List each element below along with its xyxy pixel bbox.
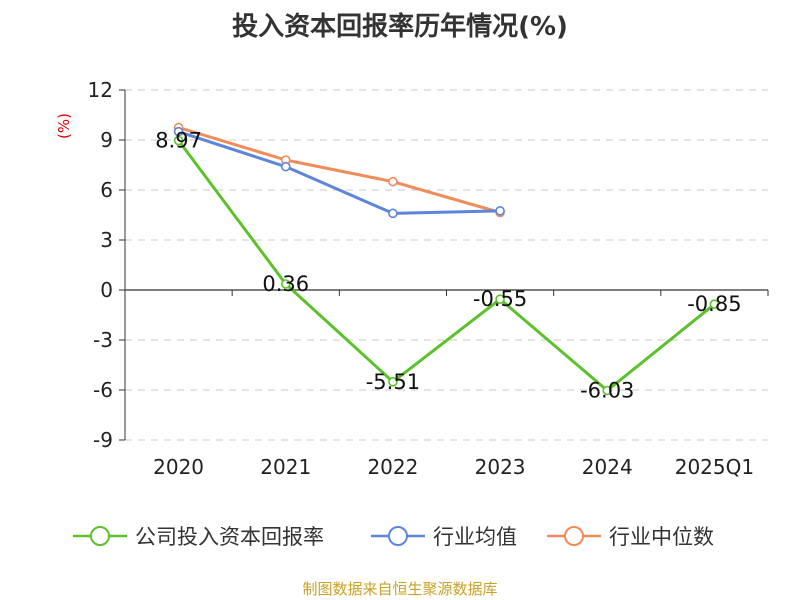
data-point: [709, 299, 720, 309]
y-tick-label: -9: [93, 428, 113, 452]
series-line: [178, 126, 501, 214]
y-axis-label: (%): [55, 113, 73, 139]
legend-label: 行业均值: [433, 525, 517, 549]
chart-title: 投入资本回报率历年情况(%): [232, 12, 568, 42]
series-lines: [173, 122, 720, 396]
series-line: [178, 130, 501, 215]
data-point: [388, 176, 398, 187]
y-tick-label: 9: [100, 128, 113, 152]
data-point: [388, 377, 398, 387]
data-point: [280, 161, 291, 172]
y-tick-label: -3: [93, 328, 113, 352]
data-point: [495, 206, 505, 216]
data-labels: 8.97 0.36 -5.51 -0.55 -6.03 -0.85: [155, 129, 741, 403]
x-tick-label: 2020: [153, 455, 204, 479]
data-point: [388, 208, 398, 219]
axes: [119, 89, 769, 441]
data-label: -6.03: [580, 379, 634, 403]
data-point: [602, 385, 613, 396]
data-label: -5.51: [366, 370, 420, 394]
legend-marker: [388, 526, 408, 546]
legend: 公司投入资本回报率 行业均值 行业中位数: [73, 525, 714, 549]
y-tick-label: 0: [100, 278, 113, 302]
data-point: [280, 279, 291, 289]
legend-marker: [90, 526, 110, 546]
x-tick-label: 2021: [260, 455, 311, 479]
data-point: [173, 135, 184, 146]
data-label: -0.85: [687, 292, 741, 316]
y-tick-label: -6: [93, 378, 113, 402]
series-line: [177, 139, 716, 392]
x-tick-labels: 2020 2021 2022 2023 2024 2025Q1: [153, 455, 754, 479]
source-note: 制图数据来自恒生聚源数据库: [302, 580, 498, 598]
data-label: 0.36: [262, 272, 309, 296]
x-tick-label: 2023: [475, 455, 526, 479]
data-label: 8.97: [155, 129, 202, 153]
y-tick-label: 3: [100, 228, 113, 252]
data-label: -0.55: [473, 287, 527, 311]
y-tick-label: 12: [88, 78, 113, 102]
x-tick-label: 2024: [582, 455, 633, 479]
legend-label: 公司投入资本回报率: [135, 525, 324, 549]
data-point: [495, 294, 505, 304]
grid-lines: [125, 89, 768, 441]
x-tick-label: 2022: [367, 455, 418, 479]
y-tick-labels: 12 9 6 3 0 -3 -6 -9: [88, 78, 113, 452]
data-point: [173, 126, 184, 137]
x-tick-label: 2025Q1: [675, 455, 754, 479]
legend-label: 行业中位数: [609, 525, 714, 549]
y-tick-label: 6: [100, 178, 113, 202]
legend-marker: [564, 526, 584, 546]
